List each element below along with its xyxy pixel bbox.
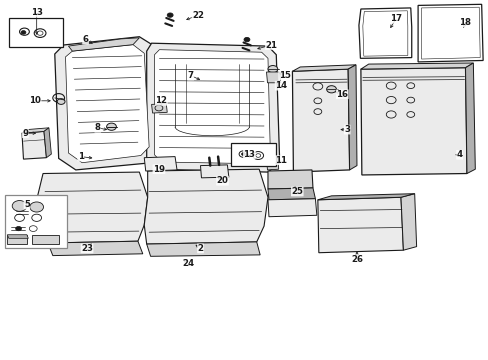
Polygon shape xyxy=(266,72,280,83)
Text: 15: 15 xyxy=(278,71,290,80)
Text: 18: 18 xyxy=(459,18,470,27)
Polygon shape xyxy=(32,235,59,244)
Polygon shape xyxy=(347,65,356,170)
Text: 11: 11 xyxy=(275,156,286,165)
Polygon shape xyxy=(151,104,167,113)
Circle shape xyxy=(244,37,249,42)
Polygon shape xyxy=(144,169,267,244)
Circle shape xyxy=(267,66,277,73)
Text: 9: 9 xyxy=(22,129,28,138)
Text: 21: 21 xyxy=(265,40,277,49)
Circle shape xyxy=(57,99,65,104)
Text: 7: 7 xyxy=(187,71,193,80)
Polygon shape xyxy=(7,235,27,244)
Polygon shape xyxy=(292,69,349,172)
Text: 13: 13 xyxy=(243,150,255,158)
Bar xyxy=(230,143,275,166)
Text: 20: 20 xyxy=(216,176,228,185)
Circle shape xyxy=(12,201,27,211)
Circle shape xyxy=(326,86,336,93)
Polygon shape xyxy=(358,8,411,58)
Polygon shape xyxy=(7,235,28,238)
Text: 3: 3 xyxy=(344,125,349,134)
Text: 13: 13 xyxy=(31,8,42,17)
Text: 4: 4 xyxy=(456,150,462,159)
Polygon shape xyxy=(360,63,472,69)
Polygon shape xyxy=(400,194,416,250)
Polygon shape xyxy=(465,63,474,174)
Text: 5: 5 xyxy=(24,200,30,209)
Bar xyxy=(5,195,67,248)
Polygon shape xyxy=(292,65,355,71)
Text: 24: 24 xyxy=(182,259,194,268)
Text: 26: 26 xyxy=(350,255,362,264)
Text: 8: 8 xyxy=(95,123,101,132)
Polygon shape xyxy=(417,4,482,62)
Polygon shape xyxy=(154,159,173,171)
Polygon shape xyxy=(154,50,270,164)
Polygon shape xyxy=(317,194,414,200)
Circle shape xyxy=(30,202,43,212)
Polygon shape xyxy=(146,43,279,172)
Polygon shape xyxy=(267,188,315,200)
Circle shape xyxy=(167,13,173,17)
Text: 10: 10 xyxy=(29,96,41,105)
Text: 25: 25 xyxy=(291,187,303,196)
Circle shape xyxy=(16,226,21,231)
Polygon shape xyxy=(37,172,147,243)
Text: 1: 1 xyxy=(78,152,83,161)
Text: 12: 12 xyxy=(155,96,167,105)
Circle shape xyxy=(21,31,26,34)
Bar xyxy=(9,18,62,47)
Text: 23: 23 xyxy=(81,244,93,253)
Polygon shape xyxy=(55,37,161,170)
Polygon shape xyxy=(317,197,403,253)
Polygon shape xyxy=(22,131,46,159)
Polygon shape xyxy=(22,128,49,133)
Polygon shape xyxy=(48,241,142,256)
Polygon shape xyxy=(44,128,51,158)
Polygon shape xyxy=(65,45,149,163)
Polygon shape xyxy=(360,68,466,175)
Text: 19: 19 xyxy=(153,165,164,174)
Text: 2: 2 xyxy=(197,244,203,253)
Polygon shape xyxy=(68,38,139,51)
Text: 14: 14 xyxy=(275,81,286,90)
Polygon shape xyxy=(144,157,177,171)
Text: 16: 16 xyxy=(336,90,347,99)
Polygon shape xyxy=(266,158,278,170)
Text: 6: 6 xyxy=(82,35,88,44)
Polygon shape xyxy=(267,199,316,217)
Circle shape xyxy=(241,153,245,156)
Circle shape xyxy=(106,123,116,130)
Polygon shape xyxy=(267,170,312,189)
Polygon shape xyxy=(146,242,260,256)
Text: 17: 17 xyxy=(389,14,401,23)
Polygon shape xyxy=(200,165,228,178)
Text: 22: 22 xyxy=(192,10,203,19)
